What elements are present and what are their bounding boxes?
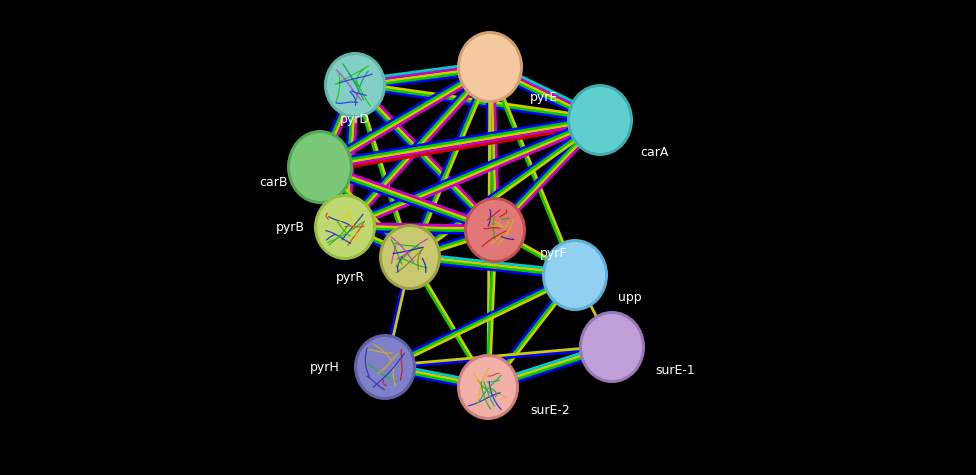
Ellipse shape [290, 133, 350, 201]
Ellipse shape [379, 224, 441, 290]
Ellipse shape [357, 337, 413, 397]
Ellipse shape [467, 200, 523, 260]
Ellipse shape [317, 197, 373, 257]
Ellipse shape [545, 242, 605, 308]
Ellipse shape [542, 239, 608, 311]
Text: surE-2: surE-2 [530, 403, 570, 417]
Text: pyrB: pyrB [276, 220, 305, 234]
Text: carA: carA [640, 146, 669, 160]
Text: pyrR: pyrR [336, 270, 365, 284]
Ellipse shape [382, 227, 438, 287]
Ellipse shape [460, 34, 520, 100]
Ellipse shape [464, 197, 526, 263]
Ellipse shape [567, 84, 633, 156]
Ellipse shape [582, 314, 642, 380]
Ellipse shape [457, 31, 523, 103]
Ellipse shape [570, 87, 630, 153]
Ellipse shape [287, 130, 353, 204]
Text: pyrD: pyrD [340, 114, 370, 126]
Ellipse shape [324, 52, 386, 118]
Ellipse shape [314, 194, 376, 260]
Text: surE-1: surE-1 [655, 363, 695, 377]
Text: pyrH: pyrH [310, 361, 340, 373]
Ellipse shape [457, 354, 519, 420]
Ellipse shape [354, 334, 416, 400]
Text: pyrF: pyrF [540, 247, 567, 259]
Ellipse shape [327, 55, 383, 115]
Text: carB: carB [260, 177, 288, 190]
Text: pyrE: pyrE [530, 91, 558, 104]
Text: upp: upp [618, 291, 641, 304]
Ellipse shape [579, 311, 645, 383]
Ellipse shape [460, 357, 516, 417]
